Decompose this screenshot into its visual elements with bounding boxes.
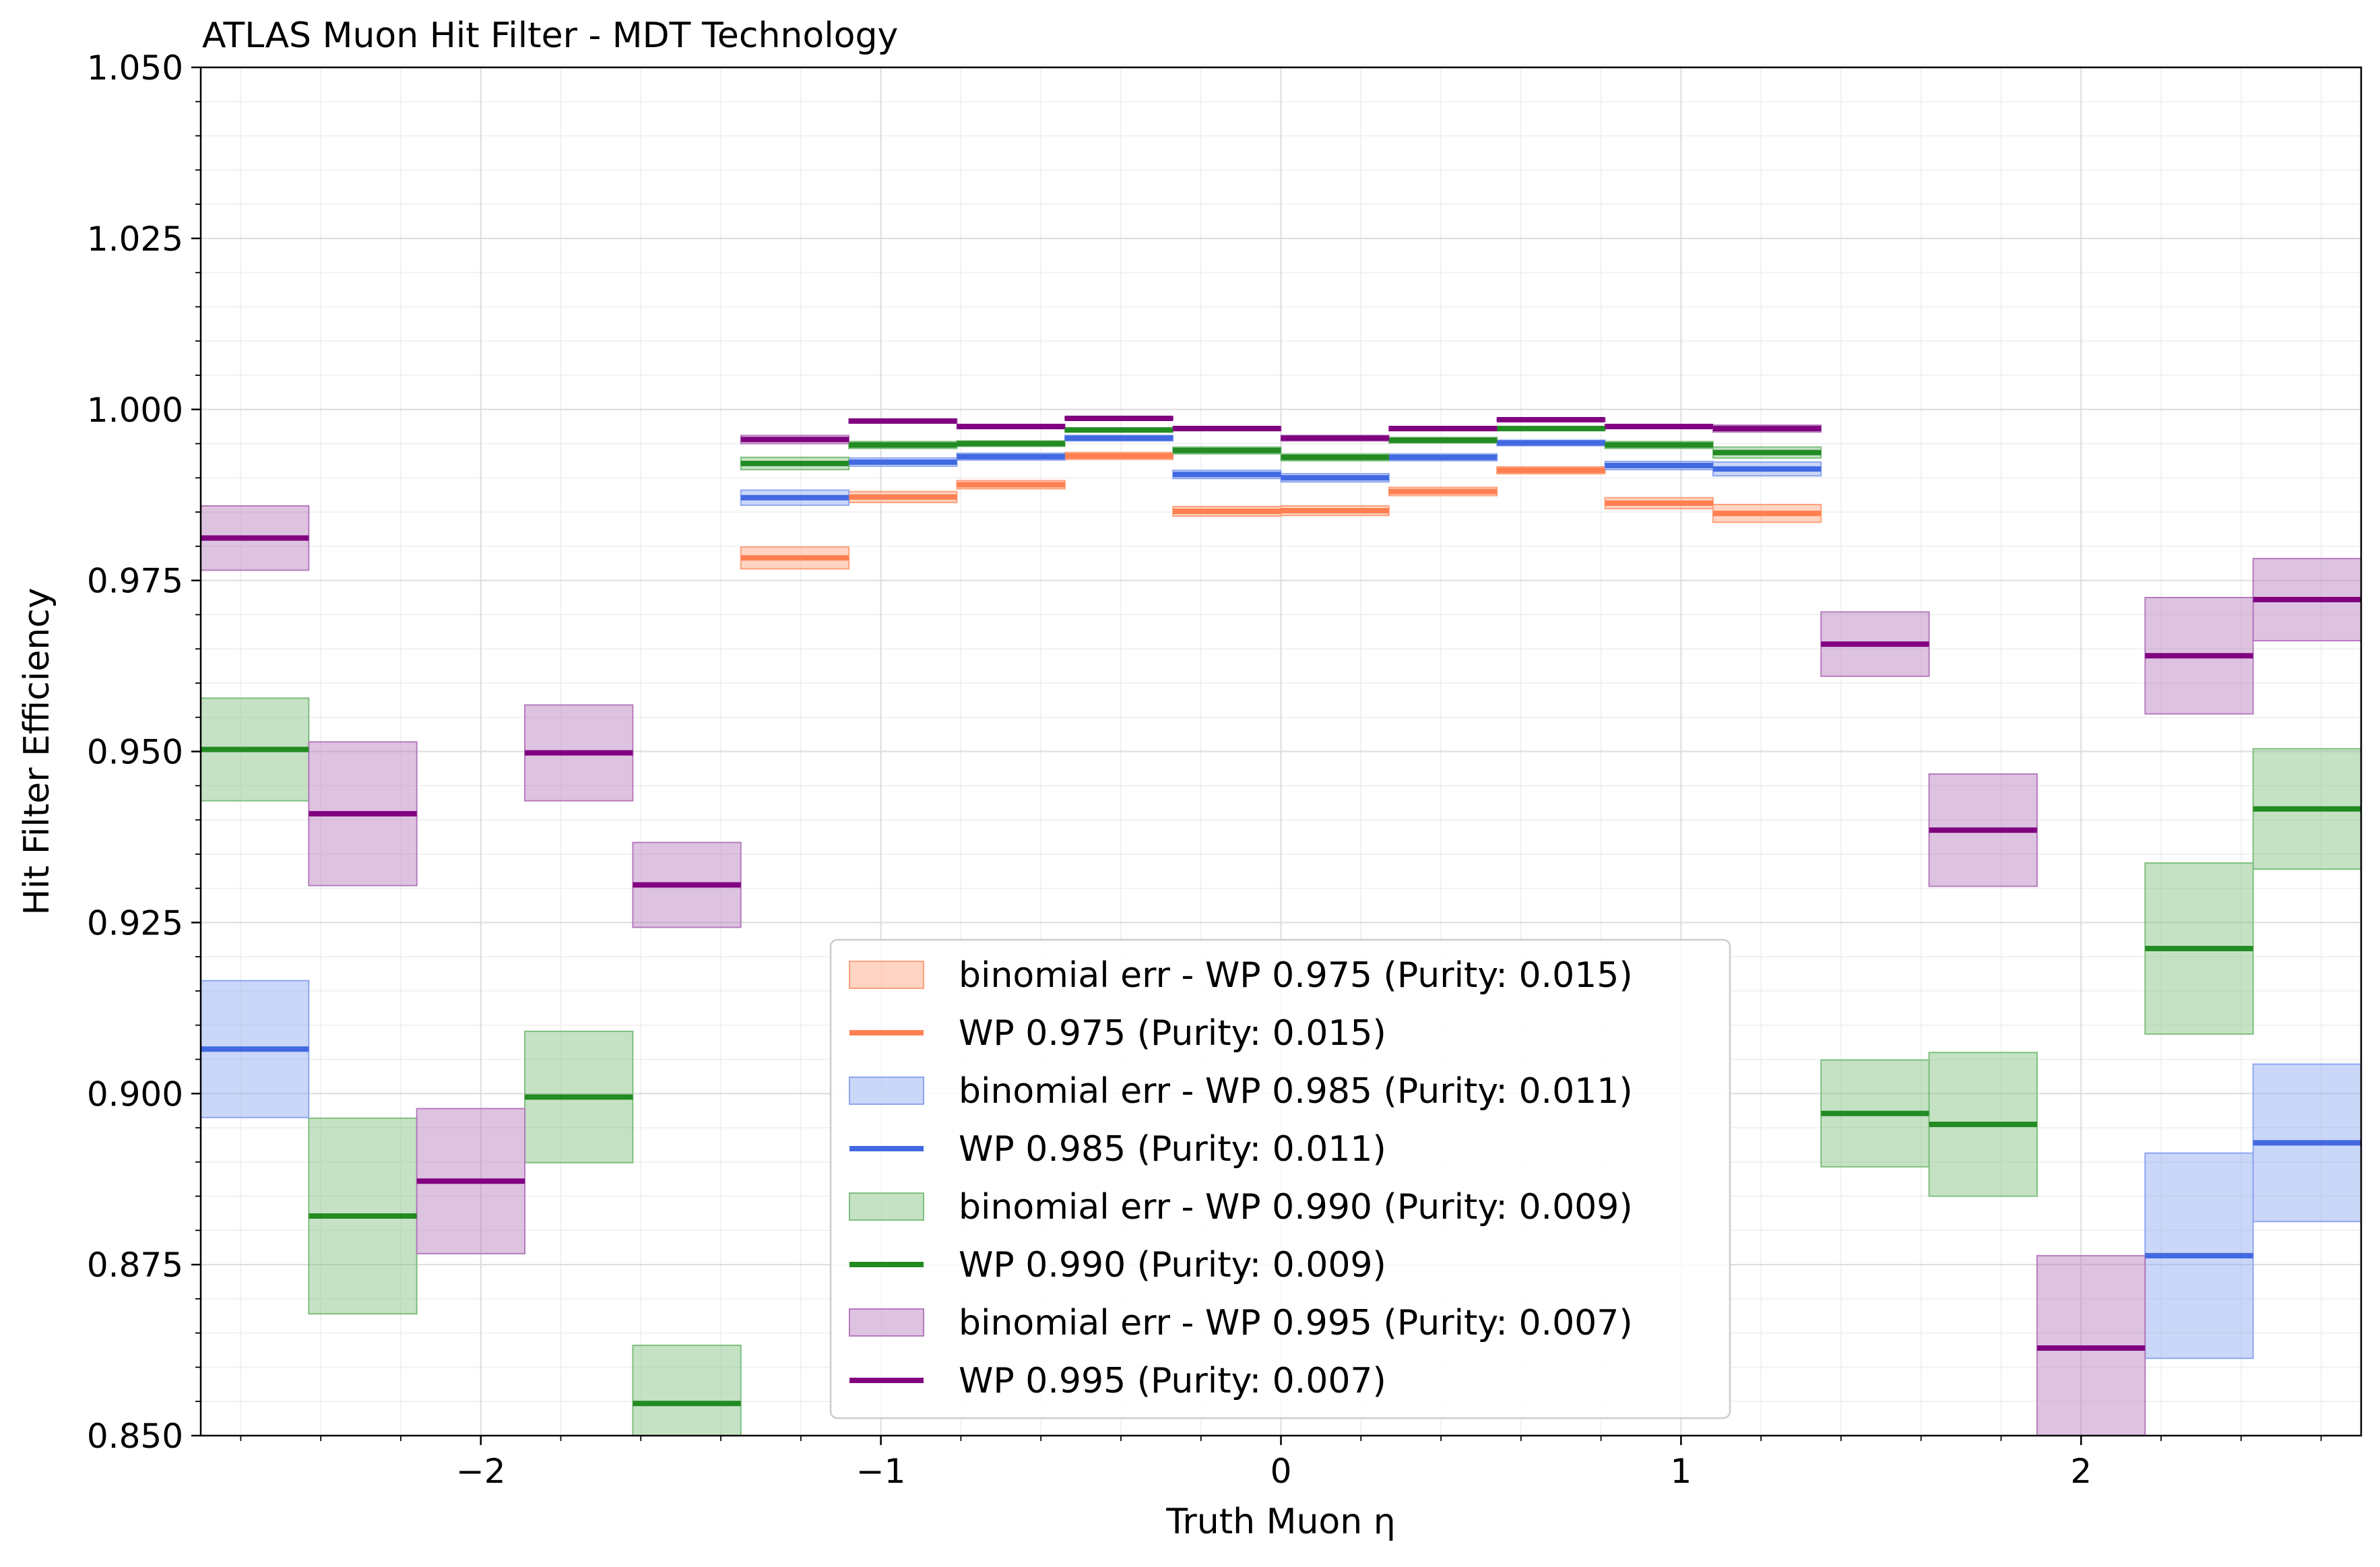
y-tick-label: 0.975 [87, 562, 183, 601]
x-tick-label: −2 [456, 1452, 506, 1491]
x-tick-label: 2 [2070, 1452, 2092, 1491]
efficiency-lines [201, 415, 2361, 1407]
legend-label-band: binomial err - WP 0.995 (Purity: 0.007) [959, 1303, 1633, 1343]
chart-title: ATLAS Muon Hit Filter - MDT Technology [202, 15, 898, 56]
legend-label-line: WP 0.995 (Purity: 0.007) [959, 1361, 1386, 1401]
legend-swatch-band [849, 961, 924, 989]
legend-label-line: WP 0.975 (Purity: 0.015) [959, 1013, 1386, 1054]
y-tick-label: 0.925 [87, 903, 183, 942]
legend-label-band: binomial err - WP 0.985 (Purity: 0.011) [959, 1071, 1633, 1112]
y-tick-label: 1.000 [87, 391, 183, 430]
error-band-s2-bin4 [632, 1344, 742, 1436]
legend-label-band: binomial err - WP 0.975 (Purity: 0.015) [959, 955, 1633, 996]
legend-label-line: WP 0.985 (Purity: 0.011) [959, 1129, 1386, 1170]
x-tick-label: 1 [1670, 1452, 1692, 1491]
legend-swatch-band [849, 1077, 924, 1105]
legend: binomial err - WP 0.975 (Purity: 0.015) W… [829, 938, 1731, 1419]
legend-label-line: WP 0.990 (Purity: 0.009) [959, 1245, 1386, 1285]
axis-ticks: 0.850 0.875 0.900 0.925 0.950 0.975 1.000 1.025… [87, 49, 2322, 1491]
y-axis-label: Hit Filter Efficiency [17, 587, 57, 915]
y-tick-label: 0.950 [87, 733, 183, 772]
legend-swatch-band [849, 1308, 924, 1337]
legend-label-band: binomial err - WP 0.990 (Purity: 0.009) [959, 1187, 1633, 1227]
x-axis-label: Truth Muon η [1165, 1502, 1395, 1542]
x-tick-label: 0 [1271, 1452, 1292, 1491]
y-tick-label: 1.025 [87, 220, 183, 259]
legend-box [829, 938, 1731, 1419]
legend-swatch-band [849, 1192, 924, 1221]
y-tick-label: 0.850 [87, 1417, 183, 1456]
y-tick-label: 0.875 [87, 1246, 183, 1285]
y-tick-label: 0.900 [87, 1075, 183, 1114]
x-tick-label: −1 [856, 1452, 906, 1491]
y-tick-label: 1.050 [87, 49, 183, 88]
